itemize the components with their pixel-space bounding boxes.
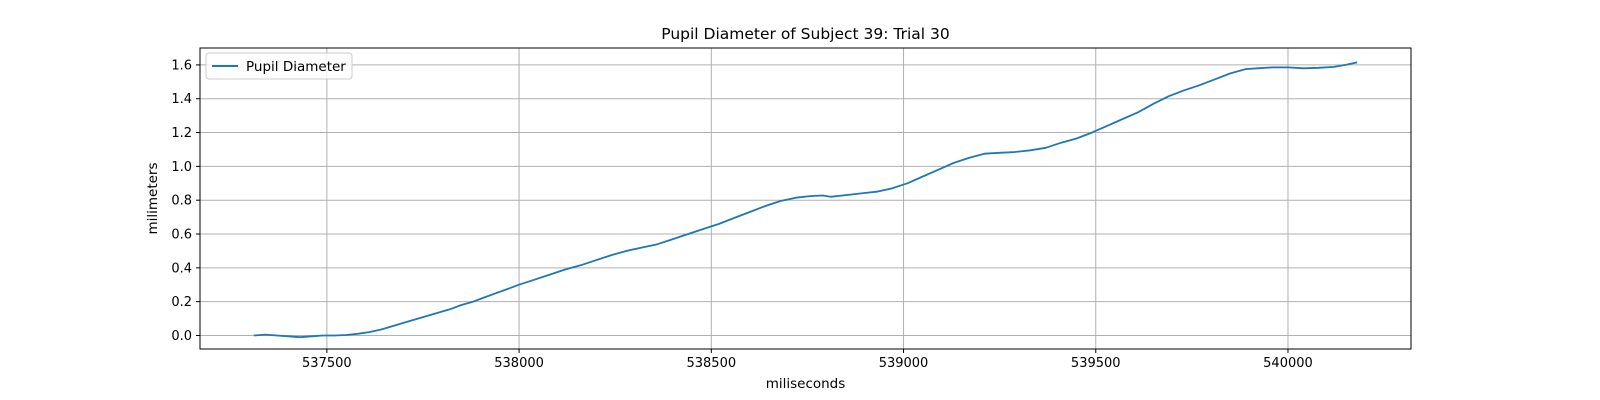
x-tick-label: 539000 [879, 356, 929, 371]
series-layer [253, 61, 1358, 339]
x-tick-label: 540000 [1263, 356, 1313, 371]
tick-layer: 537500 538000 538500 539000 539500 540000 0.0 0… [171, 58, 1312, 371]
x-tick-label: 539500 [1071, 356, 1121, 371]
legend-label-pupil-diameter: Pupil Diameter [246, 59, 346, 75]
y-tick-label: 1.4 [171, 92, 192, 107]
x-tick-label: 537500 [302, 356, 352, 371]
x-tick-label: 538500 [686, 356, 736, 371]
y-axis-label: milimeters [145, 162, 161, 234]
x-tick-label: 538000 [494, 356, 544, 371]
y-tick-label: 1.0 [171, 160, 192, 175]
series-line-pupil-diameter [253, 61, 1358, 339]
y-tick-label: 1.6 [171, 58, 192, 73]
chart-title: Pupil Diameter of Subject 39: Trial 30 [661, 25, 950, 43]
y-tick-label: 1.2 [171, 126, 192, 141]
y-tick-label: 0.8 [171, 194, 192, 209]
x-axis-label: miliseconds [766, 376, 846, 392]
y-tick-label: 0.2 [171, 295, 192, 310]
grid-layer [200, 48, 1411, 349]
y-tick-label: 0.4 [171, 261, 192, 276]
legend: Pupil Diameter [205, 52, 353, 80]
plot-frame [199, 47, 1412, 350]
y-tick-label: 0.0 [171, 329, 192, 344]
legend-box [205, 52, 353, 80]
y-tick-label: 0.6 [171, 228, 192, 243]
